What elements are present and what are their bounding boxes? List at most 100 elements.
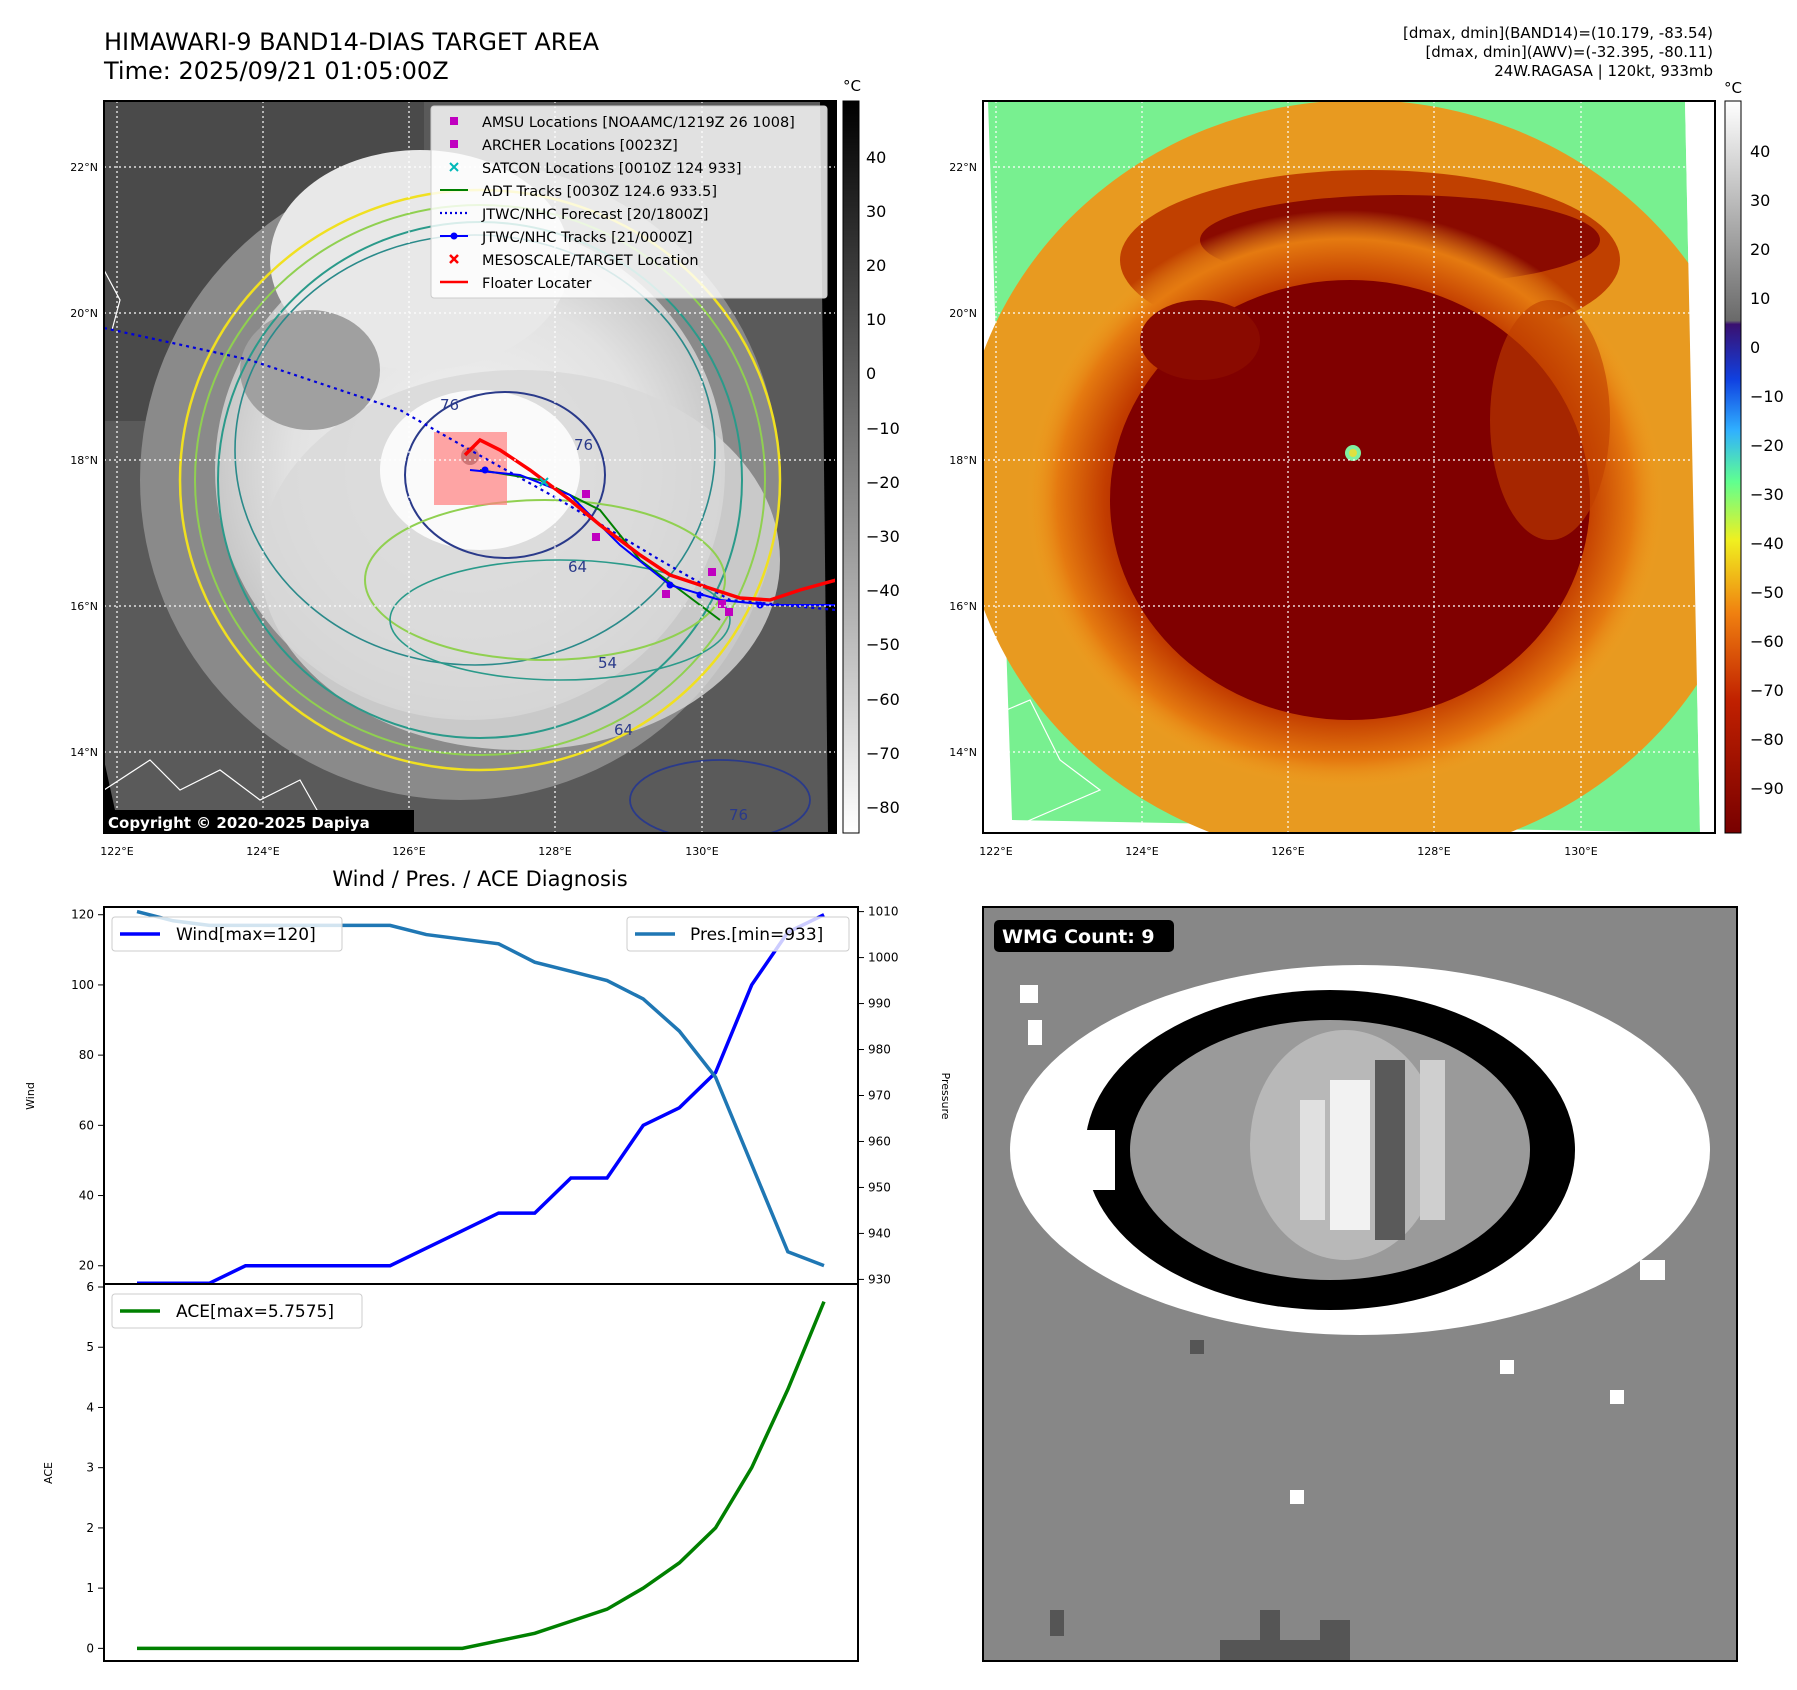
colorbar-tick: 40 bbox=[866, 148, 886, 167]
lon-label: 122°E bbox=[100, 845, 133, 858]
ace-tick-label: 4 bbox=[86, 1400, 94, 1414]
ace-y-ticks: 0 1 2 3 4 5 6 bbox=[86, 1280, 104, 1655]
ace-frame bbox=[103, 1283, 859, 1662]
ir-map-imagery bbox=[983, 101, 1715, 833]
colorbar-tick: −30 bbox=[866, 527, 900, 546]
copyright-text: Copyright © 2020-2025 Dapiya bbox=[108, 814, 370, 832]
wind-tick-label: 20 bbox=[79, 1259, 94, 1273]
colorbar-tick: −60 bbox=[866, 690, 900, 709]
title-line-2: Time: 2025/09/21 01:05:00Z bbox=[104, 57, 449, 85]
legend-label: JTWC/NHC Tracks [21/0000Z] bbox=[481, 230, 693, 246]
wind-tick-label: 120 bbox=[71, 908, 94, 922]
contour-label: 64 bbox=[614, 721, 633, 739]
lat-label: 22°N bbox=[70, 161, 98, 174]
copyright-box bbox=[104, 810, 414, 833]
stats-line-1: [dmax, dmin](BAND14)=(10.179, -83.54) bbox=[1402, 24, 1713, 42]
wind-tick-label: 100 bbox=[71, 978, 94, 992]
figure-title: HIMAWARI-9 BAND14-DIAS TARGET AREA Time:… bbox=[104, 28, 599, 86]
ace-tick-label: 3 bbox=[86, 1461, 94, 1475]
colorbar-tick: −20 bbox=[1750, 436, 1784, 455]
pressure-tick-label: 960 bbox=[868, 1134, 891, 1148]
right-map-gridlines bbox=[983, 101, 1715, 833]
legend-marker-satcon bbox=[449, 162, 459, 172]
stats-block: [dmax, dmin](BAND14)=(10.179, -83.54) [d… bbox=[1403, 24, 1713, 81]
lat-label: 14°N bbox=[949, 746, 977, 759]
pressure-y-ticks: 930 940 950 960 970 980 990 1000 1010 bbox=[858, 905, 899, 1286]
colorbar-tick: −70 bbox=[1750, 681, 1784, 700]
lon-label: 124°E bbox=[1125, 845, 1158, 858]
colorbar-tick: −60 bbox=[1750, 632, 1784, 651]
ace-tick-label: 1 bbox=[86, 1581, 94, 1595]
ace-axis-label: ACE bbox=[42, 1462, 55, 1484]
colorbar-tick: −70 bbox=[866, 744, 900, 763]
lat-label: 16°N bbox=[949, 600, 977, 613]
pressure-tick-label: 970 bbox=[868, 1089, 891, 1103]
colorbar-tick: −50 bbox=[1750, 583, 1784, 602]
legend-label: JTWC/NHC Forecast [20/1800Z] bbox=[481, 207, 708, 223]
stats-line-3: 24W.RAGASA | 120kt, 933mb bbox=[1494, 62, 1713, 80]
lat-label: 16°N bbox=[70, 600, 98, 613]
title-line-1: HIMAWARI-9 BAND14-DIAS TARGET AREA bbox=[104, 28, 600, 56]
legend-label: MESOSCALE/TARGET Location bbox=[482, 253, 699, 269]
diagnosis-title: Wind / Pres. / ACE Diagnosis bbox=[332, 867, 627, 891]
colorbar-tick: 30 bbox=[866, 202, 886, 221]
lon-label: 128°E bbox=[538, 845, 571, 858]
colorbar-tick: 0 bbox=[1750, 338, 1760, 357]
contour-label: 64 bbox=[568, 558, 587, 576]
wind-tick-label: 80 bbox=[79, 1048, 94, 1062]
stats-line-2: [dmax, dmin](AWV)=(-32.395, -80.11) bbox=[1425, 43, 1713, 61]
lon-label: 126°E bbox=[1271, 845, 1304, 858]
colorbar-tick: 20 bbox=[866, 256, 886, 275]
wind-tick-label: 60 bbox=[79, 1118, 94, 1132]
ace-tick-label: 5 bbox=[86, 1340, 94, 1354]
left-lon-labels: 122°E 124°E 126°E 128°E 130°E bbox=[100, 845, 718, 858]
lat-label: 20°N bbox=[949, 307, 977, 320]
colorbar-tick: −80 bbox=[866, 798, 900, 817]
ace-tick-label: 0 bbox=[86, 1641, 94, 1655]
pressure-tick-label: 940 bbox=[868, 1226, 891, 1240]
wind-pressure-frame bbox=[103, 906, 859, 1285]
colorbar-tick: 10 bbox=[866, 310, 886, 329]
colorbar-tick: 0 bbox=[866, 364, 876, 383]
lat-label: 18°N bbox=[949, 454, 977, 467]
pressure-legend-label: Pres.[min=933] bbox=[690, 925, 823, 945]
colorbar-tick: −20 bbox=[866, 473, 900, 492]
colorbar-tick: −10 bbox=[866, 419, 900, 438]
lat-label: 20°N bbox=[70, 307, 98, 320]
right-colorbar-unit: °C bbox=[1724, 79, 1742, 97]
wind-axis-label: Wind bbox=[24, 1082, 37, 1110]
pressure-axis-label: Pressure bbox=[939, 1073, 952, 1120]
lat-label: 14°N bbox=[70, 746, 98, 759]
lon-label: 130°E bbox=[1564, 845, 1597, 858]
lon-label: 122°E bbox=[979, 845, 1012, 858]
legend-label: SATCON Locations [0010Z 124 933] bbox=[482, 161, 741, 177]
lon-label: 130°E bbox=[685, 845, 718, 858]
legend-label: Floater Locater bbox=[482, 276, 591, 292]
colorbar-tick: 40 bbox=[1750, 142, 1770, 161]
pressure-legend: Pres.[min=933] bbox=[626, 916, 850, 952]
right-colorbar bbox=[1724, 100, 1742, 834]
ace-legend-label: ACE[max=5.7575] bbox=[176, 1302, 334, 1322]
wind-y-ticks: 20 40 60 80 100 120 bbox=[71, 908, 104, 1273]
contour-labels: 76 64 76 54 64 76 bbox=[440, 396, 748, 824]
contour-label: 54 bbox=[598, 654, 617, 672]
left-colorbar bbox=[842, 100, 860, 834]
pressure-tick-label: 1010 bbox=[868, 905, 899, 919]
pressure-tick-label: 930 bbox=[868, 1272, 891, 1286]
colorbar-tick: −90 bbox=[1750, 779, 1784, 798]
lat-label: 18°N bbox=[70, 454, 98, 467]
legend-marker-amsu bbox=[450, 117, 458, 125]
colorbar-tick: −10 bbox=[1750, 387, 1784, 406]
wind-legend: Wind[max=120] bbox=[111, 916, 343, 952]
legend-label: ADT Tracks [0030Z 124.6 933.5] bbox=[482, 184, 717, 200]
lon-label: 124°E bbox=[246, 845, 279, 858]
contour-label: 76 bbox=[440, 396, 459, 414]
wmg-imagery bbox=[983, 907, 1737, 1661]
pressure-tick-label: 950 bbox=[868, 1180, 891, 1194]
contour-label: 76 bbox=[729, 806, 748, 824]
colorbar-tick: 30 bbox=[1750, 191, 1770, 210]
legend-label: AMSU Locations [NOAAMC/1219Z 26 1008] bbox=[482, 115, 795, 131]
wmg-count-label: WMG Count: 9 bbox=[1002, 926, 1155, 948]
contour-label: 76 bbox=[574, 436, 593, 454]
